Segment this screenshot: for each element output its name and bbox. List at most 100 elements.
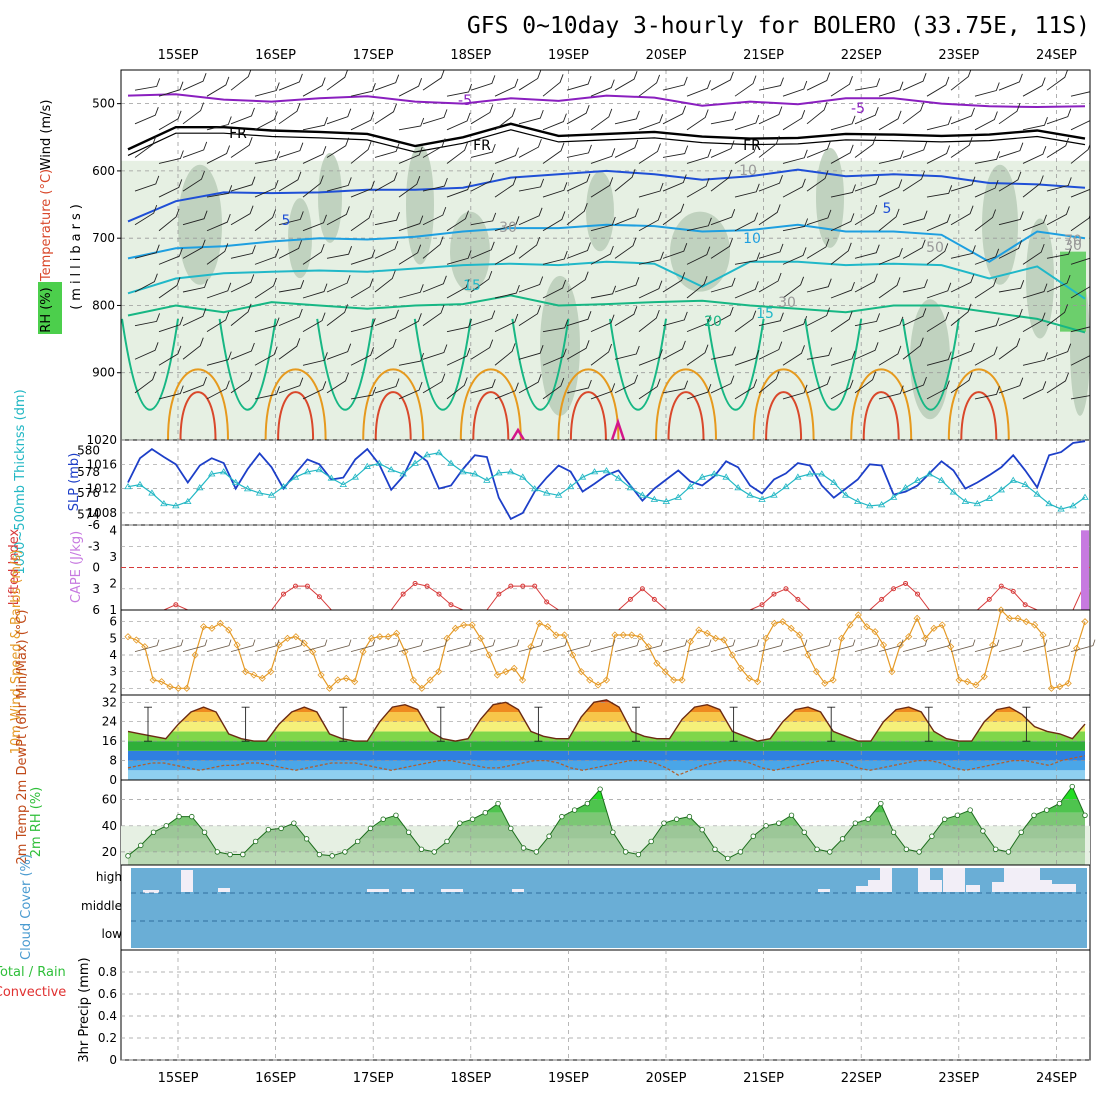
barb: [1070, 120, 1090, 131]
temp-line: [127, 699, 1086, 742]
wind10-point-113: [1073, 644, 1081, 652]
wind10-point-28: [359, 648, 367, 656]
cloud-gap-15: [992, 882, 1004, 892]
wind10-point-69: [703, 629, 711, 637]
wind10-point-5: [166, 683, 174, 691]
barb: [662, 340, 686, 360]
barb: [926, 213, 951, 232]
barb: [614, 277, 640, 293]
barb: [374, 172, 398, 192]
wind10-barb-25: [734, 639, 760, 653]
isotherm-15: [127, 260, 1086, 300]
barb: [758, 341, 783, 360]
barb: [542, 142, 565, 164]
upper-air-panel: 500 600 700 800 900 -5 -5 FR FR FR 5 5 10 15 15 20 10 30…: [38, 69, 1091, 441]
barb: [470, 241, 495, 259]
barb: [806, 278, 832, 293]
temp-axis-label: 2m Temp 2m DewPt (6hr Min/Max) (°C): [15, 610, 30, 865]
wind10-tick-4: 2: [109, 681, 117, 695]
wind10-point-4: [158, 678, 166, 686]
wind10-line: [127, 608, 1086, 690]
wind10-point-105: [1005, 614, 1014, 622]
wind10-point-112: [1064, 679, 1072, 687]
green-dip-2: [316, 318, 375, 411]
barb: [566, 75, 592, 91]
barb: [518, 207, 543, 226]
barb: [566, 144, 592, 158]
barb: [446, 279, 470, 299]
barb: [374, 378, 400, 394]
wind10-point-13: [233, 641, 241, 649]
wind10-barb-4: [230, 639, 256, 653]
thickness-point-48: [698, 473, 706, 480]
barb: [614, 208, 639, 226]
warm-contour-5-1: [667, 391, 705, 440]
barb: [158, 110, 182, 131]
barb: [854, 273, 878, 293]
rh-point-74: [1069, 783, 1075, 790]
rh-point-40: [635, 851, 642, 858]
barb: [326, 206, 350, 226]
temp-tick-3: 24: [102, 715, 117, 729]
barb: [398, 176, 421, 198]
date-label-top-1: 16SEP: [255, 48, 296, 63]
wind10-point-10: [208, 624, 216, 632]
wind10-barb-7: [302, 639, 328, 653]
pressure-tick-700: 700: [92, 231, 115, 245]
warm-contour-6-0: [752, 368, 815, 440]
thickness-point-30: [483, 476, 491, 483]
cape-tick-2: 2: [109, 576, 117, 590]
barb: [494, 216, 520, 232]
date-label-bottom-3: 18SEP: [450, 1071, 491, 1086]
rh-band-0: [128, 851, 1085, 865]
wind10-point-55: [586, 676, 594, 684]
barb: [710, 238, 733, 259]
wind10-barb-18: [566, 639, 592, 653]
barb: [1022, 381, 1047, 400]
barb: [662, 105, 687, 125]
barb: [182, 239, 206, 259]
rh-point-53: [801, 829, 807, 836]
thickness-point-37: [566, 482, 575, 490]
wind10-point-79: [787, 624, 795, 632]
rh-point-1: [138, 842, 144, 849]
barb: [278, 103, 301, 125]
barb: [494, 78, 519, 97]
date-label-top-0: 15SEP: [158, 48, 199, 63]
rh-point-33: [546, 833, 552, 839]
barb: [902, 308, 927, 327]
barb: [182, 170, 205, 192]
date-label-bottom-7: 22SEP: [841, 1071, 882, 1086]
warm-contour-6-1: [765, 391, 803, 440]
barb: [950, 137, 973, 158]
wind10-point-14: [241, 668, 250, 676]
warm-contour-4-0: [557, 368, 620, 440]
barb: [350, 318, 376, 333]
thickness-tick-2: 576: [77, 486, 100, 500]
barb: [398, 352, 425, 366]
barb: [854, 244, 880, 259]
rh-point-31: [520, 845, 527, 851]
rh-point-62: [916, 849, 922, 855]
rh2m-tick-2: 60: [102, 793, 117, 807]
wind10-point-8: [191, 651, 199, 659]
barb: [830, 281, 855, 299]
barb: [974, 209, 997, 232]
barb: [662, 174, 687, 192]
barb: [446, 347, 471, 366]
barb: [374, 240, 399, 259]
wind10-point-46: [510, 664, 518, 672]
barb: [878, 110, 902, 131]
date-label-top-7: 22SEP: [841, 48, 882, 63]
cloud-gap-16: [1004, 868, 1040, 892]
barb: [710, 111, 737, 125]
rh-point-57: [852, 820, 859, 826]
thickness-point-38: [578, 473, 587, 480]
thickness-point-49: [710, 470, 718, 477]
warm-contour-8-0: [947, 368, 1010, 440]
wind10-point-25: [334, 676, 342, 684]
rh-point-44: [686, 813, 693, 820]
barb: [566, 379, 592, 394]
barb: [950, 245, 976, 259]
barb: [446, 83, 473, 97]
